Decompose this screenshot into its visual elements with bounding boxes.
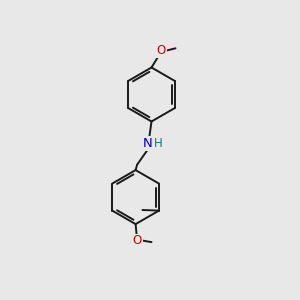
Text: H: H — [154, 137, 163, 150]
Text: O: O — [133, 234, 142, 248]
Text: O: O — [157, 44, 166, 57]
Text: N: N — [142, 137, 152, 150]
